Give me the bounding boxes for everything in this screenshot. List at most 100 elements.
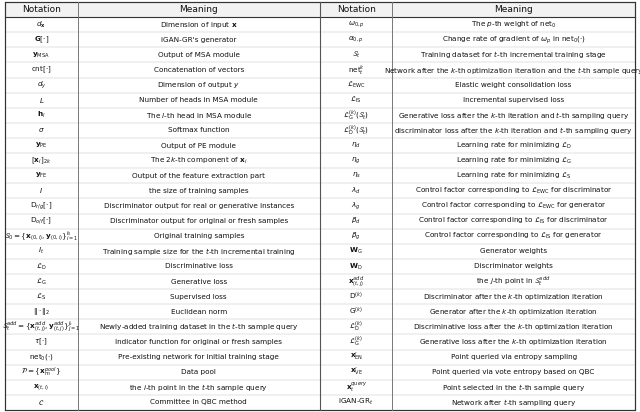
Text: $\mathrm{D}^{(k)}$: $\mathrm{D}^{(k)}$ xyxy=(349,291,364,302)
Text: $\mathrm{D}_{r/g}[\cdot]$: $\mathrm{D}_{r/g}[\cdot]$ xyxy=(30,200,52,212)
Text: Change rate of gradient of $\omega_{p}$ in $\mathrm{net}_{0}(\cdot)$: Change rate of gradient of $\omega_{p}$ … xyxy=(442,34,586,46)
Text: Control factor corresponding to $\mathcal{L}_{\mathrm{IS}}$ for generator: Control factor corresponding to $\mathca… xyxy=(424,231,603,241)
Text: $I$: $I$ xyxy=(40,186,44,195)
Text: Point queried via entropy sampling: Point queried via entropy sampling xyxy=(451,354,577,360)
Text: Point selected in the $t$-th sample query: Point selected in the $t$-th sample quer… xyxy=(442,382,585,393)
Text: $\mathcal{L}_{\mathrm{D}}$: $\mathcal{L}_{\mathrm{D}}$ xyxy=(36,261,47,272)
Text: $\mathbf{G}[\cdot]$: $\mathbf{G}[\cdot]$ xyxy=(34,35,49,45)
Text: Control factor corresponding to $\mathcal{L}_{\mathrm{IS}}$ for discriminator: Control factor corresponding to $\mathca… xyxy=(419,216,609,226)
Text: Point queried via vote entropy based on QBC: Point queried via vote entropy based on … xyxy=(433,369,595,375)
Text: Original training samples: Original training samples xyxy=(154,233,244,239)
Text: Softmax function: Softmax function xyxy=(168,127,230,133)
Text: $\beta_{d}$: $\beta_{d}$ xyxy=(351,216,361,226)
Text: Generative loss after the $k$-th iteration and $t$-th sampling query: Generative loss after the $k$-th iterati… xyxy=(398,110,629,121)
Text: $\mathcal{L}_{\mathrm{G}}^{(k)}$: $\mathcal{L}_{\mathrm{G}}^{(k)}$ xyxy=(349,335,363,349)
Text: Number of heads in MSA module: Number of heads in MSA module xyxy=(140,97,258,103)
Text: Notation: Notation xyxy=(22,5,61,14)
Text: Committee in QBC method: Committee in QBC method xyxy=(150,399,247,405)
Text: $\mathcal{L}_{\mathrm{D}}^{(k)}$: $\mathcal{L}_{\mathrm{D}}^{(k)}$ xyxy=(349,320,363,334)
Text: Supervised loss: Supervised loss xyxy=(170,294,227,300)
Text: Euclidean norm: Euclidean norm xyxy=(171,309,227,315)
Text: $I_{t}$: $I_{t}$ xyxy=(38,246,44,256)
Text: Newly-added training dataset in the $t$-th sample query: Newly-added training dataset in the $t$-… xyxy=(99,321,298,332)
Text: Generator weights: Generator weights xyxy=(480,248,547,254)
Text: $\mathbf{x}_{\mathrm{EN}}^{\prime}$: $\mathbf{x}_{\mathrm{EN}}^{\prime}$ xyxy=(349,351,363,363)
Text: $\mathrm{net}_{t}^{k}$: $\mathrm{net}_{t}^{k}$ xyxy=(348,63,365,77)
Text: $\mathcal{S}_{t}$: $\mathcal{S}_{t}$ xyxy=(352,50,360,60)
Text: $\lambda_{d}$: $\lambda_{d}$ xyxy=(351,186,361,196)
Text: $L$: $L$ xyxy=(38,96,44,105)
Text: Training sample size for the $t$-th incremental training: Training sample size for the $t$-th incr… xyxy=(102,246,296,257)
Text: Learning rate for minimizing $\mathcal{L}_{\mathrm{D}}$: Learning rate for minimizing $\mathcal{L… xyxy=(456,140,572,151)
Text: $\eta_{s}$: $\eta_{s}$ xyxy=(351,171,361,180)
Text: $\mathbf{x}_{t}^{query}$: $\mathbf{x}_{t}^{query}$ xyxy=(346,381,367,394)
Text: The $l$-th head in MSA module: The $l$-th head in MSA module xyxy=(145,111,252,120)
Text: $d_{y}$: $d_{y}$ xyxy=(36,80,46,91)
Text: $\mathrm{G}^{(k)}$: $\mathrm{G}^{(k)}$ xyxy=(349,306,364,317)
Text: Discriminative loss: Discriminative loss xyxy=(164,263,233,269)
Text: the $j$-th point in $\mathcal{S}_{t}^{add}$: the $j$-th point in $\mathcal{S}_{t}^{ad… xyxy=(476,275,551,288)
Text: Generative loss: Generative loss xyxy=(171,279,227,285)
Text: $\lambda_{g}$: $\lambda_{g}$ xyxy=(351,200,361,212)
Text: Network after $t$-th sampling query: Network after $t$-th sampling query xyxy=(451,397,577,408)
Text: $\mathbf{h}_{l}$: $\mathbf{h}_{l}$ xyxy=(37,110,45,120)
Text: $[\mathbf{x}_{i}]_{2k}$: $[\mathbf{x}_{i}]_{2k}$ xyxy=(31,155,51,166)
Text: Notation: Notation xyxy=(337,5,376,14)
Text: iGAN-GR's generator: iGAN-GR's generator xyxy=(161,37,237,43)
Text: $\mathrm{cnt}[\cdot]$: $\mathrm{cnt}[\cdot]$ xyxy=(31,65,52,75)
Text: Learning rate for minimizing $\mathcal{L}_{\mathrm{S}}$: Learning rate for minimizing $\mathcal{L… xyxy=(456,171,572,181)
Text: Dimension of input $\mathbf{x}$: Dimension of input $\mathbf{x}$ xyxy=(160,20,237,30)
Text: $\mathbf{W}_{\mathrm{D}}$: $\mathbf{W}_{\mathrm{D}}$ xyxy=(349,261,363,272)
Text: $\mathcal{L}_{\mathrm{D}}^{(k)}(\mathcal{S}_{t})$: $\mathcal{L}_{\mathrm{D}}^{(k)}(\mathcal… xyxy=(343,123,369,138)
Text: Control factor corresponding to $\mathcal{L}_{\mathrm{EWC}}$ for generator: Control factor corresponding to $\mathca… xyxy=(421,201,607,211)
Text: Dimension of output $y$: Dimension of output $y$ xyxy=(157,80,240,90)
Text: $\mathrm{iGAN}\text{-}\mathrm{GR}_{t}$: $\mathrm{iGAN}\text{-}\mathrm{GR}_{t}$ xyxy=(339,397,374,407)
Text: $\mathbf{y}_{\mathrm{FE}}$: $\mathbf{y}_{\mathrm{FE}}$ xyxy=(35,171,47,180)
Text: $\mathrm{D}_{o/f}[\cdot]$: $\mathrm{D}_{o/f}[\cdot]$ xyxy=(31,216,52,226)
Text: $\mathbf{W}_{\mathrm{G}}$: $\mathbf{W}_{\mathrm{G}}$ xyxy=(349,246,363,256)
Text: $\mathcal{L}_{\mathrm{G}}$: $\mathcal{L}_{\mathrm{G}}$ xyxy=(36,276,47,287)
Text: $\tau[\cdot]$: $\tau[\cdot]$ xyxy=(35,337,48,347)
Text: Elastic weight consolidation loss: Elastic weight consolidation loss xyxy=(456,82,572,88)
Text: $\mathbf{y}_{\mathrm{PE}}$: $\mathbf{y}_{\mathrm{PE}}$ xyxy=(35,141,47,150)
Text: The $p$-th weight of $\mathrm{net}_{0}$: The $p$-th weight of $\mathrm{net}_{0}$ xyxy=(471,20,556,30)
Text: Control factor corresponding to $\mathcal{L}_{\mathrm{EWC}}$ for discriminator: Control factor corresponding to $\mathca… xyxy=(415,186,612,196)
Text: Discriminator after the $k$-th optimization iteration: Discriminator after the $k$-th optimizat… xyxy=(423,292,604,302)
Text: Pre-existing network for initial training stage: Pre-existing network for initial trainin… xyxy=(118,354,279,360)
Text: Concatenation of vectors: Concatenation of vectors xyxy=(154,67,244,73)
Text: discriminator loss after the $k$-th iteration and $t$-th sampling query: discriminator loss after the $k$-th iter… xyxy=(394,125,633,136)
Text: $\mathcal{C}$: $\mathcal{C}$ xyxy=(38,398,44,407)
Text: Output of PE module: Output of PE module xyxy=(161,143,236,149)
Text: $\mathcal{L}_{\mathrm{S}}$: $\mathcal{L}_{\mathrm{S}}$ xyxy=(36,292,46,302)
Text: $\|\cdot\|_{2}$: $\|\cdot\|_{2}$ xyxy=(33,306,50,317)
Text: Discriminator output for real or generative instances: Discriminator output for real or generat… xyxy=(104,203,294,209)
Text: Discriminator weights: Discriminator weights xyxy=(474,263,553,269)
Text: $\mathcal{L}_{\mathrm{IS}}$: $\mathcal{L}_{\mathrm{IS}}$ xyxy=(351,95,362,105)
Text: $\sigma$: $\sigma$ xyxy=(38,126,45,134)
Text: $\mathcal{P}=\{\mathbf{x}_{m}^{pool}\}$: $\mathcal{P}=\{\mathbf{x}_{m}^{pool}\}$ xyxy=(21,365,61,379)
Text: Indicator function for original or fresh samples: Indicator function for original or fresh… xyxy=(115,339,282,345)
Text: $\mathcal{S}_{0}=\{\mathbf{x}_{(0,i)},\mathbf{y}_{(0,i)}\}_{i=1}^{I_{0}}$: $\mathcal{S}_{0}=\{\mathbf{x}_{(0,i)},\m… xyxy=(4,229,79,243)
Text: $\alpha_{0,p}$: $\alpha_{0,p}$ xyxy=(348,35,364,45)
Text: $\mathbf{x}_{\mathrm{VE}}^{\prime}$: $\mathbf{x}_{\mathrm{VE}}^{\prime}$ xyxy=(349,366,363,378)
Text: $\mathcal{L}_{\mathrm{EWC}}$: $\mathcal{L}_{\mathrm{EWC}}$ xyxy=(347,80,365,90)
Text: $d_{\mathbf{x}}$: $d_{\mathbf{x}}$ xyxy=(36,20,46,30)
Text: $\omega_{0,p}$: $\omega_{0,p}$ xyxy=(348,19,365,30)
Text: Discriminator output for original or fresh samples: Discriminator output for original or fre… xyxy=(109,218,288,224)
Text: the $i$-th point in the $t$-th sample query: the $i$-th point in the $t$-th sample qu… xyxy=(129,382,268,393)
Text: Discriminative loss after the $k$-th optimization iteration: Discriminative loss after the $k$-th opt… xyxy=(413,322,614,332)
Text: Network after the $k$-th optimization iteration and the $t$-th sample query: Network after the $k$-th optimization it… xyxy=(383,65,640,75)
Text: $\mathrm{net}_{0}(\cdot)$: $\mathrm{net}_{0}(\cdot)$ xyxy=(29,352,54,362)
Text: $\beta_{g}$: $\beta_{g}$ xyxy=(351,230,361,242)
Text: $\mathbf{y}_{\mathrm{MSA}}$: $\mathbf{y}_{\mathrm{MSA}}$ xyxy=(33,50,50,59)
Text: The 2$k$-th component of $\mathbf{x}_{i}$: The 2$k$-th component of $\mathbf{x}_{i}… xyxy=(150,156,248,166)
Text: $\mathcal{L}_{\mathrm{G}}^{(k)}(\mathcal{S}_{t})$: $\mathcal{L}_{\mathrm{G}}^{(k)}(\mathcal… xyxy=(343,108,369,122)
Text: the size of training samples: the size of training samples xyxy=(149,188,248,194)
Text: Incremental supervised loss: Incremental supervised loss xyxy=(463,97,564,103)
Text: Meaning: Meaning xyxy=(179,5,218,14)
Text: $\mathbf{x}_{(t,j)}^{add}$: $\mathbf{x}_{(t,j)}^{add}$ xyxy=(348,274,364,289)
Text: Training dataset for $t$-th incremental training stage: Training dataset for $t$-th incremental … xyxy=(420,49,607,61)
Text: Generative loss after the $k$-th optimization iteration: Generative loss after the $k$-th optimiz… xyxy=(419,337,608,347)
Text: Output of the feature extraction part: Output of the feature extraction part xyxy=(132,173,265,179)
Text: $\eta_{g}$: $\eta_{g}$ xyxy=(351,155,361,166)
